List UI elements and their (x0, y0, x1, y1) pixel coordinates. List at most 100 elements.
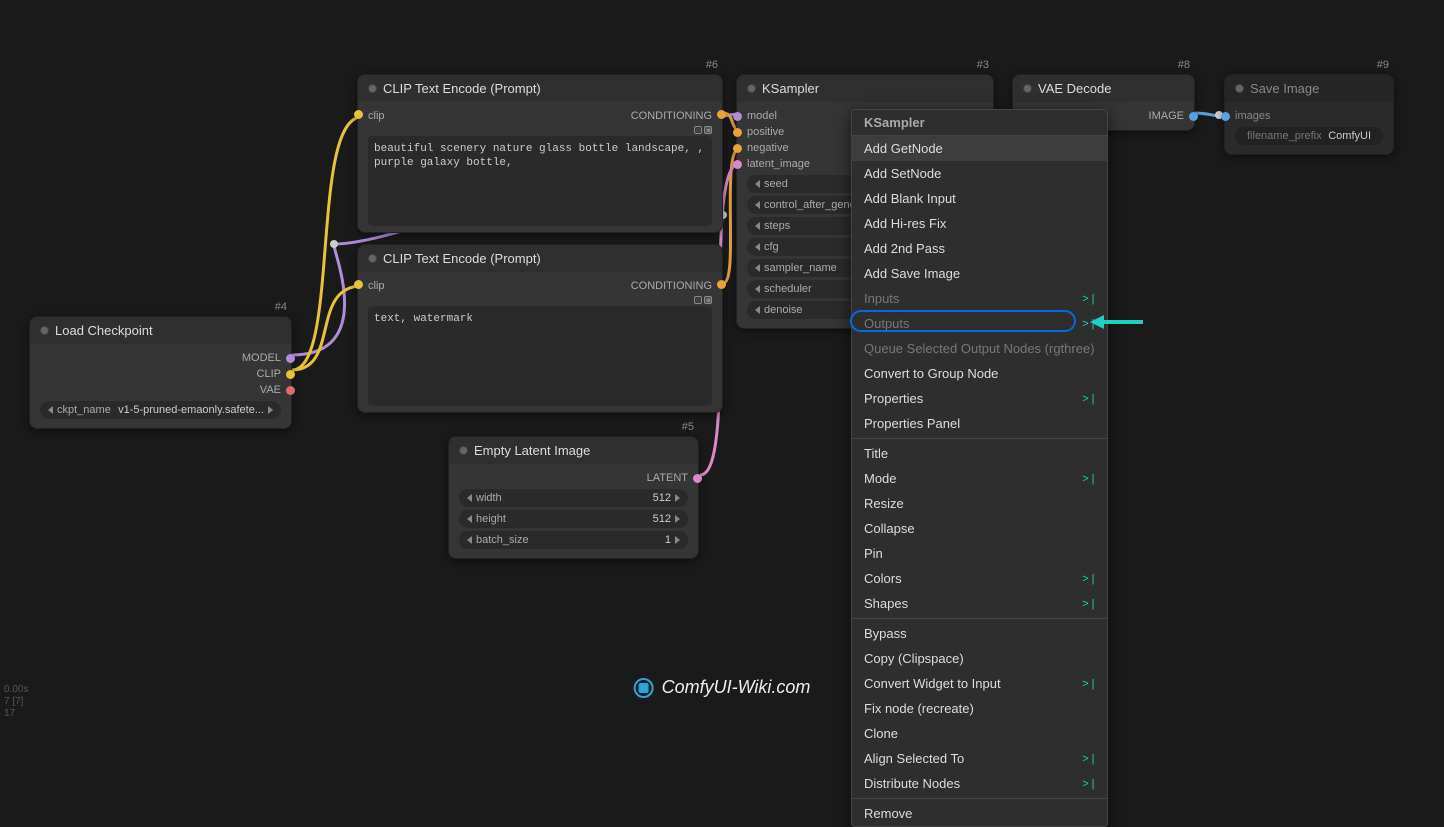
canvas[interactable]: #4 Load Checkpoint MODEL CLIP VAE ckpt_n… (0, 0, 1444, 728)
watermark-text: ComfyUI-Wiki.com (662, 677, 811, 698)
chevron-left-icon[interactable] (755, 243, 760, 251)
ctx-item-clone[interactable]: Clone (852, 721, 1107, 746)
ctx-item-title[interactable]: Title (852, 441, 1107, 466)
port-clip-icon[interactable] (354, 280, 363, 289)
ctx-item-add-2nd-pass[interactable]: Add 2nd Pass (852, 236, 1107, 261)
widget-batch_size[interactable]: batch_size1 (459, 531, 688, 549)
chevron-left-icon[interactable] (48, 406, 53, 414)
ctx-item-convert-to-group-node[interactable]: Convert to Group Node (852, 361, 1107, 386)
node-header[interactable]: Load Checkpoint (30, 317, 291, 344)
widget-width[interactable]: width512 (459, 489, 688, 507)
ctx-item-inputs[interactable]: Inputs> | (852, 286, 1107, 311)
node-header[interactable]: CLIP Text Encode (Prompt) (358, 75, 722, 102)
ctx-item-add-blank-input[interactable]: Add Blank Input (852, 186, 1107, 211)
ctx-item-pin[interactable]: Pin (852, 541, 1107, 566)
port-positive-icon[interactable] (733, 128, 742, 137)
node-header[interactable]: KSampler (737, 75, 993, 102)
collapse-dot-icon[interactable] (1235, 84, 1244, 93)
ctx-item-convert-widget-to-input[interactable]: Convert Widget to Input> | (852, 671, 1107, 696)
ctx-item-mode[interactable]: Mode> | (852, 466, 1107, 491)
chevron-left-icon[interactable] (467, 515, 472, 523)
collapse-dot-icon[interactable] (368, 84, 377, 93)
chevron-right-icon[interactable] (675, 494, 680, 502)
node-id: #6 (706, 59, 718, 71)
port-clip-icon[interactable] (354, 110, 363, 119)
ctx-item-fix-node-recreate-[interactable]: Fix node (recreate) (852, 696, 1107, 721)
context-menu[interactable]: KSamplerAdd GetNodeAdd SetNodeAdd Blank … (851, 109, 1108, 827)
node-id: #3 (977, 59, 989, 71)
ctx-item-add-setnode[interactable]: Add SetNode (852, 161, 1107, 186)
port-latent-icon[interactable] (693, 474, 702, 483)
ctx-item-colors[interactable]: Colors> | (852, 566, 1107, 591)
node-header[interactable]: Save Image (1225, 75, 1393, 102)
ctx-item-add-save-image[interactable]: Add Save Image (852, 261, 1107, 286)
ctx-item-add-getnode[interactable]: Add GetNode (852, 136, 1107, 161)
node-save-image[interactable]: #9 Save Image images filename_prefix Com… (1224, 74, 1394, 155)
prompt-textarea[interactable]: beautiful scenery nature glass bottle la… (368, 136, 712, 226)
node-header[interactable]: CLIP Text Encode (Prompt) (358, 245, 722, 272)
ctx-item-add-hi-res-fix[interactable]: Add Hi-res Fix (852, 211, 1107, 236)
port-images-icon[interactable] (1221, 112, 1230, 121)
chevron-right-icon: > | (1082, 598, 1094, 610)
port-image-icon[interactable] (1189, 112, 1198, 121)
chevron-right-icon[interactable] (675, 515, 680, 523)
ctx-item-align-selected-to[interactable]: Align Selected To> | (852, 746, 1107, 771)
port-conditioning-icon[interactable] (717, 110, 726, 119)
ctx-title: KSampler (852, 110, 1107, 136)
prompt-textarea[interactable]: text, watermark (368, 306, 712, 406)
chevron-left-icon[interactable] (755, 285, 760, 293)
port-model-icon[interactable] (733, 112, 742, 121)
chevron-right-icon: > | (1082, 573, 1094, 585)
collapse-dot-icon[interactable] (1023, 84, 1032, 93)
port-vae-icon[interactable] (286, 386, 295, 395)
node-load-checkpoint[interactable]: #4 Load Checkpoint MODEL CLIP VAE ckpt_n… (29, 316, 292, 429)
node-clip-encode-2[interactable]: CLIP Text Encode (Prompt) clip CONDITION… (357, 244, 723, 413)
io-icons: ○▣ (694, 126, 712, 134)
chevron-left-icon[interactable] (755, 201, 760, 209)
widget-ckpt-name[interactable]: ckpt_name v1-5-pruned-emaonly.safete... (40, 401, 281, 419)
collapse-dot-icon[interactable] (40, 326, 49, 335)
ctx-item-properties-panel[interactable]: Properties Panel (852, 411, 1107, 436)
chevron-right-icon: > | (1082, 393, 1094, 405)
ctx-item-resize[interactable]: Resize (852, 491, 1107, 516)
collapse-dot-icon[interactable] (459, 446, 468, 455)
chevron-left-icon[interactable] (467, 494, 472, 502)
chevron-left-icon[interactable] (755, 306, 760, 314)
chevron-right-icon[interactable] (675, 536, 680, 544)
node-header[interactable]: Empty Latent Image (449, 437, 698, 464)
widget-height[interactable]: height512 (459, 510, 688, 528)
io-icons: ○▣ (694, 296, 712, 304)
chevron-left-icon[interactable] (755, 264, 760, 272)
widget-filename-prefix[interactable]: filename_prefix ComfyUI (1235, 127, 1383, 145)
ctx-item-properties[interactable]: Properties> | (852, 386, 1107, 411)
ctx-item-distribute-nodes[interactable]: Distribute Nodes> | (852, 771, 1107, 796)
chevron-left-icon[interactable] (755, 180, 760, 188)
port-model-icon[interactable] (286, 354, 295, 363)
ctx-item-remove[interactable]: Remove (852, 801, 1107, 826)
watermark: ComfyUI-Wiki.com (634, 677, 811, 698)
chevron-right-icon: > | (1082, 753, 1094, 765)
ctx-item-bypass[interactable]: Bypass (852, 621, 1107, 646)
chevron-left-icon[interactable] (755, 222, 760, 230)
node-empty-latent[interactable]: #5 Empty Latent Image LATENT width512hei… (448, 436, 699, 559)
ctx-separator (852, 618, 1107, 619)
chevron-left-icon[interactable] (467, 536, 472, 544)
port-latent_image-icon[interactable] (733, 160, 742, 169)
collapse-dot-icon[interactable] (747, 84, 756, 93)
collapse-dot-icon[interactable] (368, 254, 377, 263)
port-label: LATENT (647, 472, 688, 484)
port-conditioning-icon[interactable] (717, 280, 726, 289)
port-negative-icon[interactable] (733, 144, 742, 153)
ctx-item-outputs[interactable]: Outputs> | (852, 311, 1107, 336)
node-title: CLIP Text Encode (Prompt) (383, 251, 541, 266)
ctx-item-shapes[interactable]: Shapes> | (852, 591, 1107, 616)
node-header[interactable]: VAE Decode (1013, 75, 1194, 102)
ctx-item-collapse[interactable]: Collapse (852, 516, 1107, 541)
node-clip-encode-1[interactable]: #6 CLIP Text Encode (Prompt) clip CONDIT… (357, 74, 723, 233)
ctx-item-queue-selected-output-nodes-rgthree-[interactable]: Queue Selected Output Nodes (rgthree) (852, 336, 1107, 361)
ctx-separator (852, 438, 1107, 439)
port-label: CLIP (257, 368, 281, 380)
port-clip-icon[interactable] (286, 370, 295, 379)
chevron-right-icon[interactable] (268, 406, 273, 414)
ctx-item-copy-clipspace-[interactable]: Copy (Clipspace) (852, 646, 1107, 671)
